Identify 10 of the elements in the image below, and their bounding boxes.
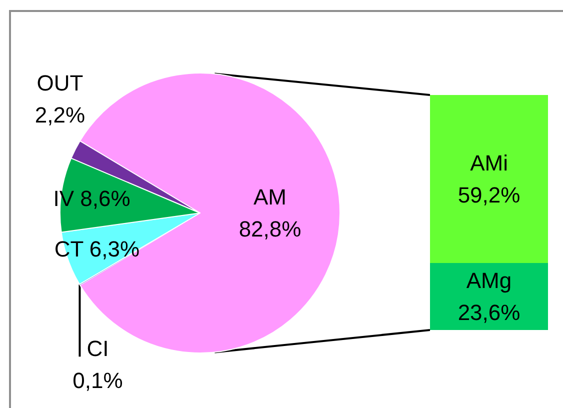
slice-label: OUT [36,70,84,96]
data-label: 23,6% [458,300,520,326]
data-label: 59,2% [458,182,520,208]
slice-label: AM [254,184,286,210]
data-label: 82,8% [238,216,302,242]
data-label: 2,2% [34,102,86,128]
series-label: AMi [470,150,508,176]
data-label: 0,1% [72,368,123,394]
slice-label: CI [86,336,109,362]
series-label: AMg [466,268,512,294]
